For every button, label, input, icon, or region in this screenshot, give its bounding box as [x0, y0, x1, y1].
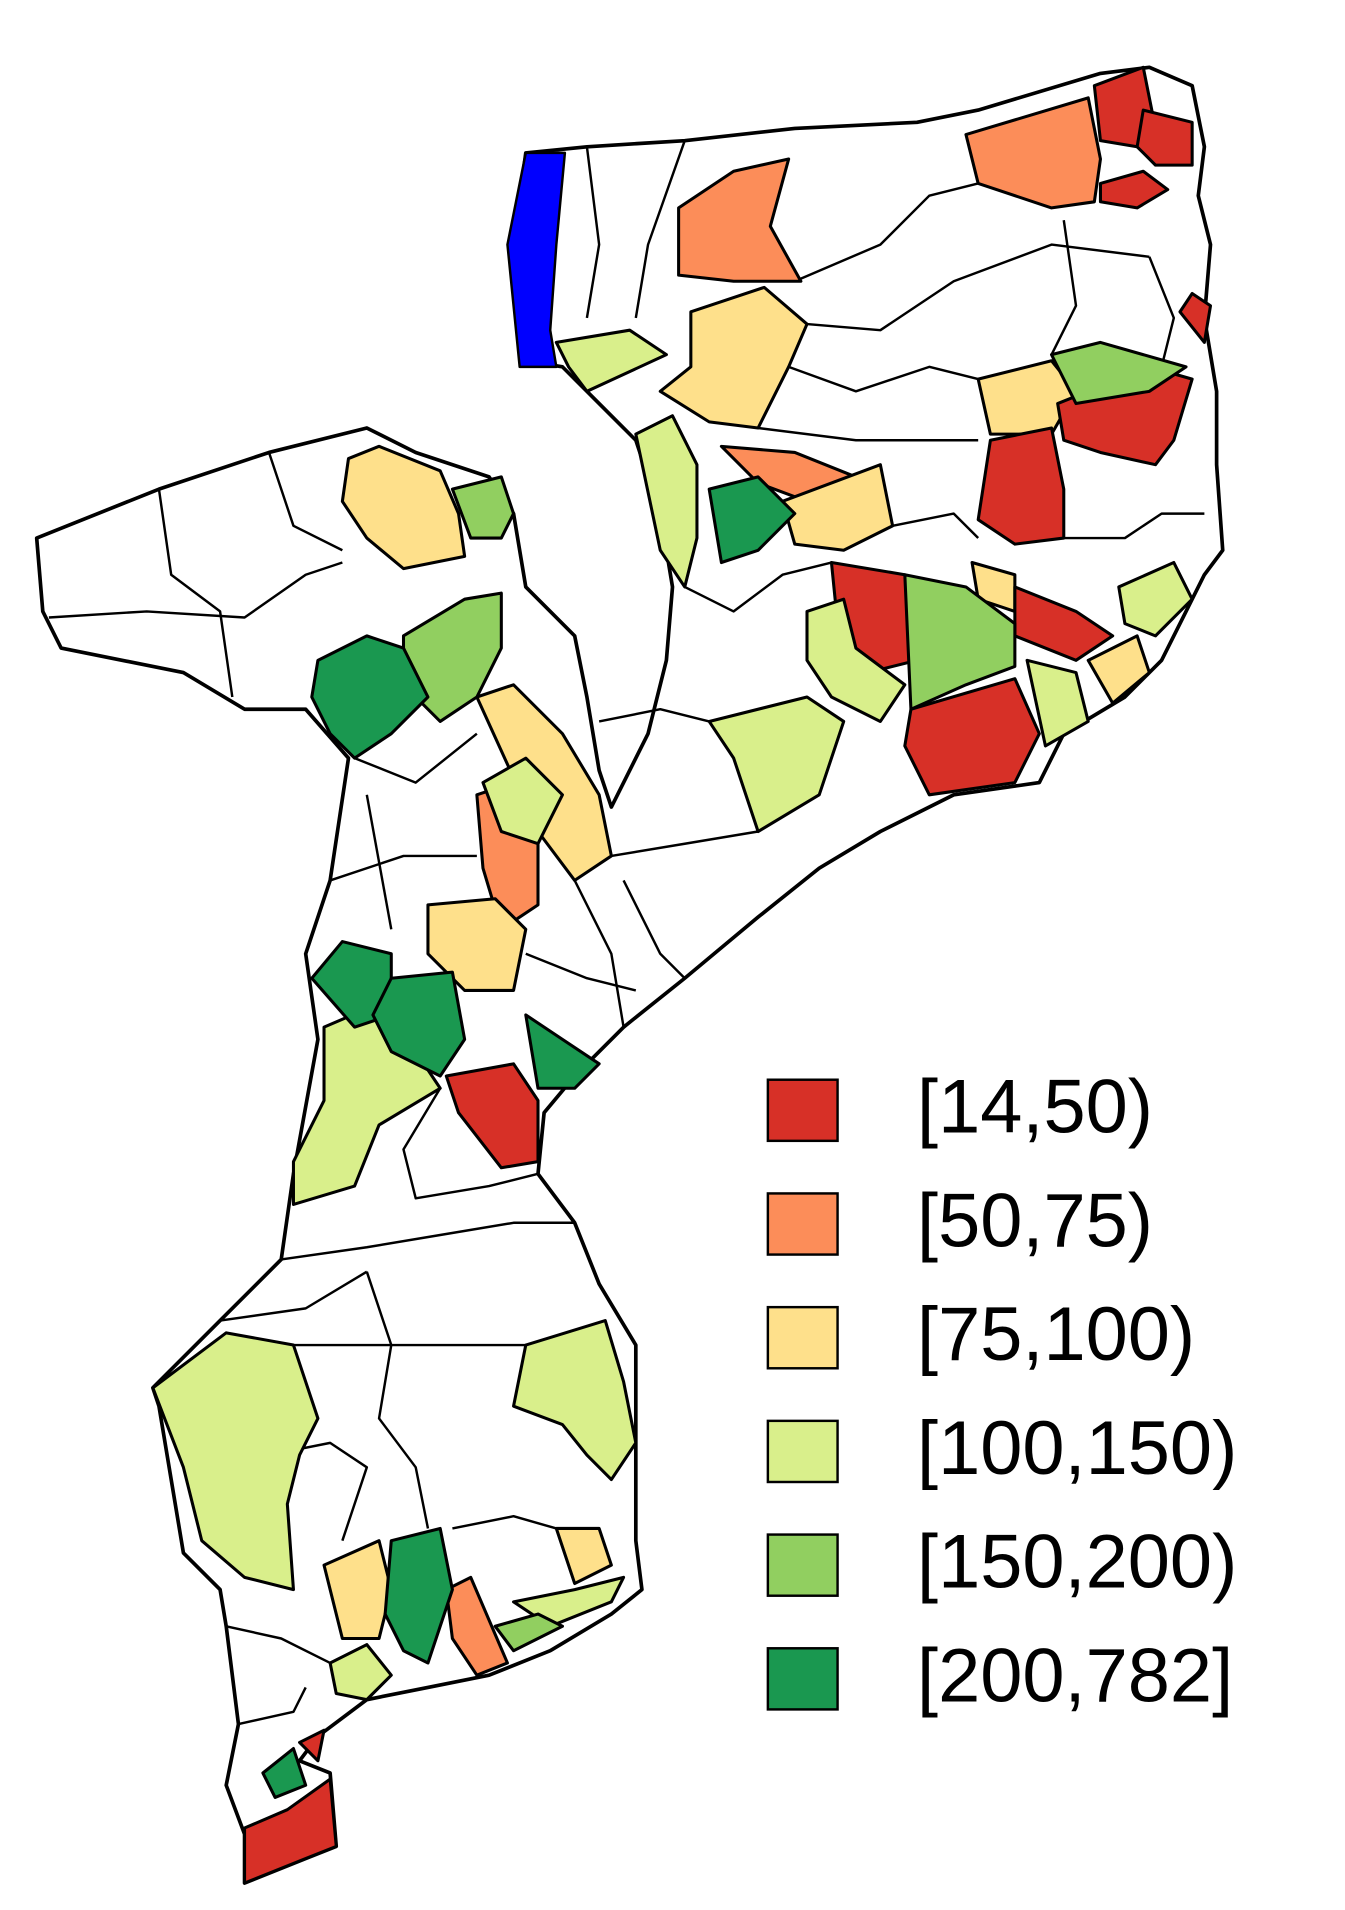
district: [1135, 108, 1194, 167]
district: [426, 897, 528, 992]
district: [481, 756, 564, 846]
legend-label: [50,75): [917, 1178, 1153, 1263]
district-borders: [48, 140, 1205, 1726]
district: [964, 96, 1102, 210]
district: [677, 157, 803, 283]
district: [444, 1062, 540, 1170]
legend-label: [75,100): [917, 1292, 1195, 1377]
district: [524, 1013, 601, 1090]
legend-swatch: [766, 1533, 839, 1597]
district-border: [238, 1686, 307, 1726]
district-border: [452, 1515, 557, 1530]
district: [1086, 634, 1151, 705]
district-border: [1148, 256, 1176, 368]
legend-label: [200,782]: [917, 1633, 1233, 1718]
district-border: [365, 1271, 430, 1529]
district-border: [365, 794, 393, 930]
district-border: [794, 182, 979, 283]
district: [1178, 291, 1213, 344]
legend-swatch: [766, 1419, 839, 1484]
district-border: [634, 140, 686, 319]
district: [310, 634, 430, 760]
district-border: [525, 952, 637, 992]
district: [554, 328, 668, 393]
district-border: [329, 854, 477, 882]
district: [1117, 560, 1194, 638]
district-border: [622, 879, 686, 980]
legend-swatch: [766, 1192, 839, 1256]
district: [976, 426, 1066, 546]
district: [707, 475, 797, 565]
district: [493, 1612, 564, 1653]
country: [34, 65, 1225, 1885]
district: [261, 1747, 308, 1799]
district: [340, 444, 467, 571]
district-border: [281, 1221, 575, 1261]
lake-niassa: [506, 151, 567, 369]
legend-swatch: [766, 1078, 839, 1143]
district-border: [684, 561, 832, 613]
district-border: [225, 1625, 331, 1665]
district: [450, 475, 516, 540]
district: [512, 1319, 638, 1482]
district-border: [354, 732, 478, 784]
district: [371, 970, 467, 1078]
district: [805, 597, 907, 723]
district: [1098, 169, 1170, 210]
district-border: [788, 365, 979, 393]
district-border: [757, 426, 979, 442]
legend-label: [14,50): [917, 1065, 1153, 1150]
district-border: [267, 452, 343, 552]
district: [444, 1575, 509, 1677]
district-border: [219, 1270, 368, 1322]
district-border: [402, 1087, 539, 1200]
district-border: [598, 708, 710, 723]
district: [383, 1526, 454, 1665]
district: [781, 463, 895, 552]
district-border: [892, 512, 980, 539]
district-border: [611, 830, 759, 858]
district: [707, 695, 846, 834]
legend-swatch: [766, 1647, 839, 1711]
district: [298, 1728, 326, 1763]
legend-label: [150,200): [917, 1520, 1237, 1605]
legend-swatch: [766, 1305, 839, 1370]
district: [151, 1331, 320, 1592]
district-border: [585, 146, 601, 319]
district: [1050, 340, 1188, 406]
district: [554, 1526, 613, 1586]
district: [1025, 658, 1090, 748]
district-border: [1063, 512, 1205, 540]
district: [243, 1777, 338, 1885]
district-border: [48, 561, 343, 619]
classified-districts: [151, 65, 1213, 1885]
district: [903, 677, 1041, 797]
district-border: [1050, 219, 1078, 356]
district: [328, 1643, 393, 1702]
district-border: [573, 879, 625, 1028]
legend: [14,50) [50,75) [75,100) [100,150) [150,200)…: [766, 1065, 1237, 1718]
district-border: [806, 243, 1150, 332]
district: [634, 414, 699, 589]
district: [903, 573, 1017, 711]
district-border: [157, 488, 234, 698]
legend-label: [100,150): [917, 1406, 1237, 1491]
district: [658, 285, 809, 430]
